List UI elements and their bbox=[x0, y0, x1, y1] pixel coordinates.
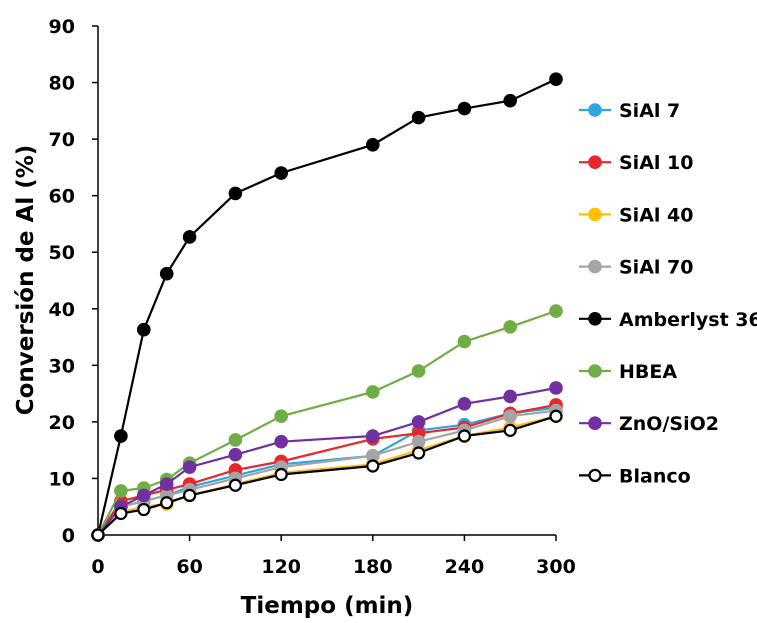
series-line bbox=[97, 406, 557, 536]
data-point bbox=[411, 110, 426, 125]
legend-label: Blanco bbox=[619, 465, 691, 487]
x-tick-label: 300 bbox=[536, 556, 576, 578]
legend-marker bbox=[588, 155, 602, 169]
y-axis-label: Conversión de Al (%) bbox=[13, 145, 39, 416]
legend-marker bbox=[588, 103, 602, 117]
data-point bbox=[137, 502, 151, 517]
data-point bbox=[366, 137, 380, 152]
legend-marker bbox=[588, 259, 602, 274]
y-tick-label: 30 bbox=[49, 355, 75, 377]
y-tick-label: 70 bbox=[49, 129, 75, 151]
data-point bbox=[366, 429, 380, 443]
data-point bbox=[228, 478, 242, 492]
data-point bbox=[366, 385, 380, 399]
data-point bbox=[549, 409, 563, 423]
data-point bbox=[549, 381, 563, 395]
legend-label: SiAl 7 bbox=[619, 100, 680, 122]
data-point bbox=[114, 506, 128, 521]
data-point bbox=[503, 423, 517, 437]
data-point bbox=[114, 429, 128, 443]
legend-label: SiAl 70 bbox=[619, 257, 693, 279]
y-tick-label: 80 bbox=[49, 73, 75, 95]
legend-marker bbox=[588, 364, 602, 378]
y-tick-label: 50 bbox=[49, 242, 75, 264]
data-point bbox=[503, 409, 517, 424]
legend-label: Amberlyst 36 bbox=[619, 309, 757, 331]
data-point bbox=[457, 334, 472, 349]
data-point bbox=[228, 186, 243, 201]
data-point bbox=[228, 433, 243, 447]
data-point bbox=[457, 101, 472, 116]
x-tick-label: 0 bbox=[91, 556, 104, 578]
data-point bbox=[274, 409, 289, 424]
series-amberlyst-36 bbox=[91, 72, 563, 542]
series-sial-70 bbox=[91, 403, 563, 542]
data-point bbox=[411, 415, 426, 429]
legend-label: SiAl 40 bbox=[619, 204, 693, 226]
data-point bbox=[503, 320, 517, 334]
legend-marker bbox=[588, 207, 602, 222]
data-point bbox=[503, 93, 517, 108]
data-point bbox=[182, 460, 197, 474]
data-point bbox=[549, 72, 563, 86]
y-tick-label: 10 bbox=[49, 468, 75, 490]
y-tick-label: 60 bbox=[49, 186, 75, 208]
legend-marker bbox=[588, 468, 602, 482]
data-point bbox=[183, 488, 197, 503]
x-tick-label: 120 bbox=[261, 556, 301, 578]
x-tick-label: 180 bbox=[353, 556, 393, 578]
y-tick-label: 20 bbox=[49, 412, 75, 434]
axes: 0 10 20 30 40 50 60 70 80 90 0 60 120 180 240 300 bbox=[49, 16, 576, 578]
data-point bbox=[549, 304, 563, 318]
data-point bbox=[114, 484, 128, 498]
legend: SiAl 7 SiAl 10 SiAl 40 SiAl 70 Amberlyst 36 H… bbox=[579, 100, 757, 487]
y-tick-label: 40 bbox=[49, 299, 75, 321]
data-point bbox=[503, 389, 517, 404]
series-line bbox=[96, 78, 557, 536]
data-point bbox=[137, 322, 151, 337]
data-point bbox=[457, 396, 472, 411]
data-point bbox=[160, 496, 174, 510]
legend-marker bbox=[588, 312, 602, 326]
data-point bbox=[159, 477, 174, 491]
series-blanco bbox=[91, 409, 563, 542]
x-tick-label: 60 bbox=[176, 556, 202, 578]
y-tick-label: 90 bbox=[49, 16, 75, 38]
data-point bbox=[182, 230, 197, 244]
data-point bbox=[366, 449, 380, 463]
data-point bbox=[228, 447, 243, 462]
data-point bbox=[366, 459, 380, 473]
x-tick-label: 240 bbox=[445, 556, 485, 578]
data-point bbox=[274, 166, 289, 180]
data-point bbox=[274, 434, 289, 449]
data-point bbox=[159, 266, 174, 281]
data-point bbox=[91, 528, 105, 542]
data-point bbox=[411, 364, 426, 378]
data-point bbox=[411, 434, 426, 449]
data-point bbox=[412, 446, 426, 460]
y-tick-label: 0 bbox=[62, 525, 75, 547]
legend-label: HBEA bbox=[619, 361, 677, 383]
data-point bbox=[457, 429, 471, 443]
legend-label: ZnO/SiO2 bbox=[619, 413, 719, 435]
x-axis-label: Tiempo (min) bbox=[241, 593, 414, 619]
series-zno-sio2 bbox=[91, 381, 563, 542]
data-point bbox=[274, 467, 288, 482]
data-point bbox=[137, 488, 151, 503]
legend-marker bbox=[588, 416, 602, 431]
series-group bbox=[91, 72, 563, 542]
legend-label: SiAl 10 bbox=[619, 152, 693, 174]
